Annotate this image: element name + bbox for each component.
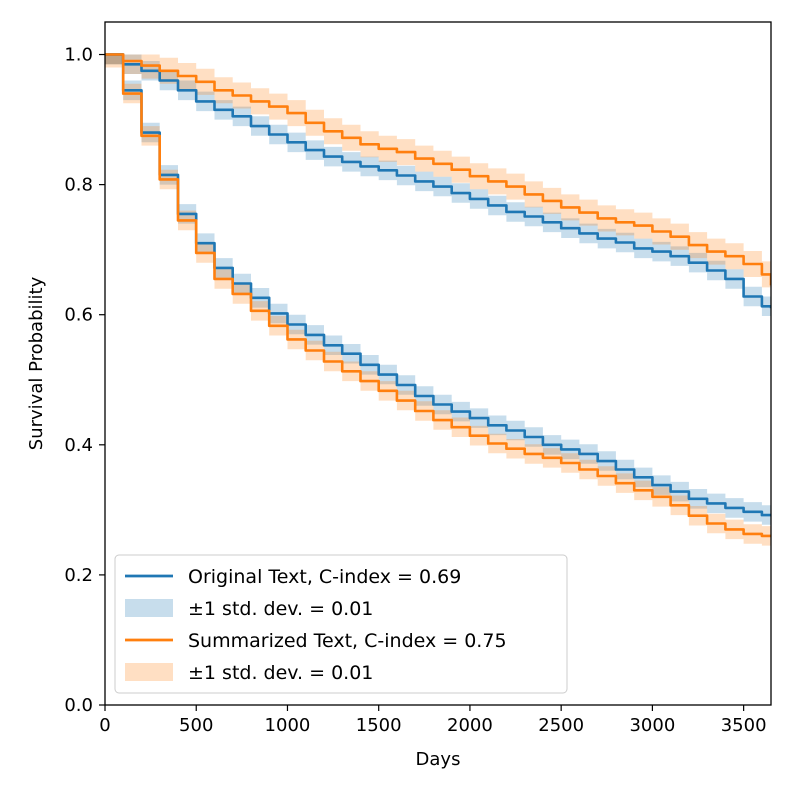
y-tick-label: 1.0	[64, 45, 93, 66]
y-tick-label: 0.6	[64, 305, 93, 326]
y-axis-label: Survival Probability	[26, 276, 47, 450]
x-tick-label: 2500	[538, 715, 584, 736]
series-band-3	[105, 54, 771, 527]
x-tick-label: 500	[179, 715, 213, 736]
x-tick-label: 2000	[447, 715, 493, 736]
plot-frame	[104, 21, 772, 706]
legend-label: Summarized Text, C-index = 0.75	[188, 630, 507, 652]
x-tick-label: 1000	[265, 715, 311, 736]
x-tick-label: 1500	[356, 715, 402, 736]
y-tick-label: 0.2	[64, 565, 93, 586]
legend-items: Original Text, C-index = 0.69 ±1 std. dev…	[125, 566, 507, 684]
series-lines	[105, 53, 771, 538]
series-line-2	[105, 53, 771, 286]
y-tick-label: 0.4	[64, 435, 93, 456]
x-axis-label: Days	[416, 749, 461, 770]
series-line-1	[105, 53, 771, 309]
y-tick-label: 0.0	[64, 695, 93, 716]
series-band-2	[105, 54, 771, 299]
x-tick-label: 0	[99, 715, 110, 736]
legend-label: ±1 std. dev. = 0.01	[188, 662, 373, 684]
legend-label: ±1 std. dev. = 0.01	[188, 598, 373, 620]
legend-swatch-band	[125, 599, 173, 617]
x-tick-label: 3000	[629, 715, 675, 736]
x-axis-ticks: 0 500 1000 1500 2000 2500 3000 3500	[99, 705, 767, 736]
legend: Original Text, C-index = 0.69 ±1 std. dev…	[114, 554, 568, 694]
legend-swatch-band	[125, 663, 173, 681]
y-tick-label: 0.8	[64, 175, 93, 196]
legend-label: Original Text, C-index = 0.69	[188, 566, 461, 588]
series-line-4	[105, 53, 771, 538]
series-band-4	[105, 54, 771, 546]
x-tick-label: 3500	[721, 715, 767, 736]
series-line-3	[105, 53, 771, 517]
y-axis-ticks: 0.0 0.2 0.4 0.6 0.8 1.0	[64, 45, 105, 716]
legend-box	[114, 554, 568, 694]
confidence-bands	[105, 54, 771, 546]
